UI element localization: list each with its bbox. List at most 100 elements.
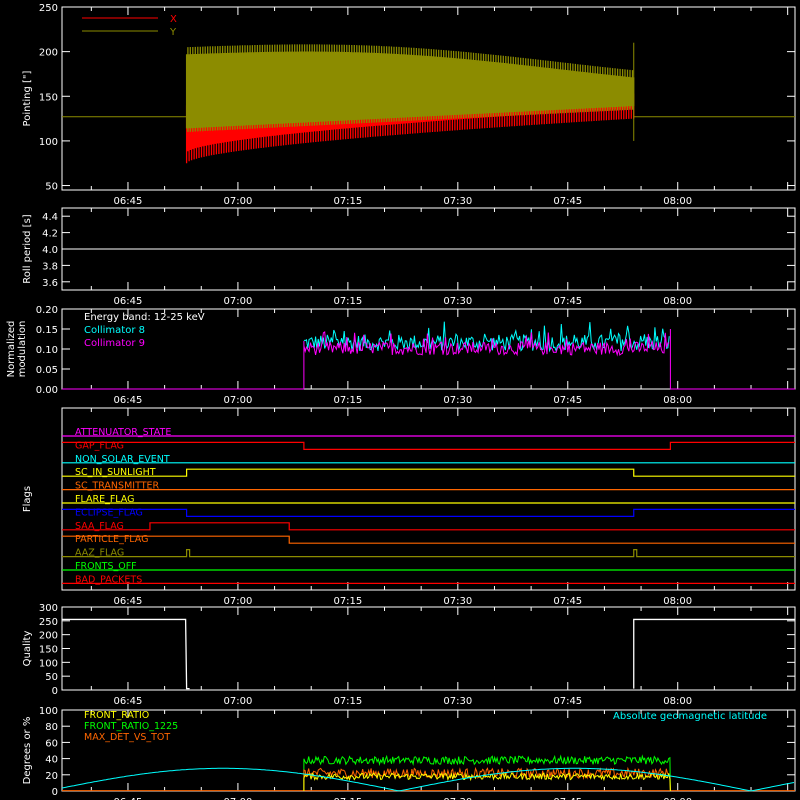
legend-label: Collimator 8 [84,325,145,336]
x-tick-label: 07:30 [443,196,472,207]
y-tick-label: 40 [45,755,58,766]
flag-label: GAP_FLAG [75,440,124,451]
y-tick-label: 0.15 [36,325,58,336]
x-tick-label: 07:45 [553,395,582,406]
y-tick-label: 0.05 [36,365,58,376]
y-axis-label: Degrees or % [22,717,33,785]
x-axis: 06:45 07:00 07:15 07:30 07:45 08:00 [90,607,789,707]
y-tick-label: 0.00 [36,385,58,396]
x-tick-label: 08:00 [663,395,692,406]
x-tick-label: 07:15 [333,395,362,406]
y-tick-label: 4.0 [42,245,58,256]
x-tick-label: 07:45 [553,797,582,800]
y-tick-label: 4.2 [42,229,58,240]
x-axis: 06:45 07:00 07:15 07:30 07:45 08:00 [90,7,789,207]
x-tick-label: 07:00 [224,596,253,607]
flag-label: SAA_FLAG [75,521,124,532]
y-tick-label: 100 [39,658,58,669]
y-axis: 50 100 150 200 250 [39,3,795,193]
flag-label: SC_IN_SUNLIGHT [75,467,156,478]
y-axis-label: Flags [22,486,33,512]
x-tick-label: 07:15 [333,196,362,207]
flag-label: BAD_PACKETS [75,574,142,585]
series-group: FRONT_RATIOFRONT_RATIO_1225MAX_DET_VS_TO… [61,710,795,792]
flag-label: SC_TRANSMITTER [75,481,160,492]
y-tick-label: 200 [39,48,58,59]
series-line-front-ratio [303,772,671,792]
flag-label: NON_SOLAR_EVENT [75,454,170,465]
x-tick-label: 07:15 [333,797,362,800]
flag-line [62,535,795,544]
x-tick-label: 07:30 [443,596,472,607]
y-tick-label: 60 [45,738,58,749]
series-line-max-det-vs-tot [303,766,671,792]
x-tick-label: 06:45 [114,596,143,607]
y-axis: 3.6 3.8 4.0 4.2 4.4 [42,212,795,289]
flag-line [62,468,795,477]
legend-label: Collimator 9 [84,338,145,349]
x-tick-label: 07:45 [553,696,582,707]
series-line-collimator-8 [303,321,670,353]
series-group: Energy band: 12-25 keV Collimator 8 Collim… [62,312,795,390]
x-tick-label: 06:45 [114,196,143,207]
flag-line [62,522,795,531]
x-tick-label: 08:00 [663,296,692,307]
x-tick-label: 07:30 [443,797,472,800]
energy-band-annotation: Energy band: 12-25 keV [84,312,205,323]
flag-label: PARTICLE_FLAG [75,534,148,545]
series-line-y [185,44,635,132]
legend-label: FRONT_RATIO_1225 [84,721,178,732]
x-tick-label: 08:00 [663,596,692,607]
flags-group: ATTENUATOR_STATE GAP_FLAG NON_SOLAR_EVENT S… [62,427,795,585]
y-tick-label: 300 [39,603,58,614]
y-tick-label: 20 [45,771,58,782]
x-tick-label: 07:30 [443,696,472,707]
x-tick-label: 08:00 [663,797,692,800]
y-tick-label: 200 [39,631,58,642]
y-tick-label: 4.4 [42,212,58,223]
y-tick-label: 80 [45,722,58,733]
x-tick-label: 08:00 [663,196,692,207]
y-axis-label: Roll period [s] [22,214,33,283]
y-tick-label: 3.6 [42,278,58,289]
x-tick-label: 06:45 [114,797,143,800]
x-tick-label: 07:00 [224,395,253,406]
legend-label: Absolute geomagnetic latitude [613,711,767,722]
legend-label: X [170,14,177,25]
x-tick-label: 07:00 [224,196,253,207]
y-tick-label: 250 [39,3,58,14]
y-axis: 0 50 100 150 200 250 300 [39,603,795,697]
flag-label: AAZ_FLAG [75,548,124,559]
series-line-geomagnetic-latitude [61,767,795,792]
flag-line [62,441,795,450]
legend-label: FRONT_RATIO [84,710,149,721]
y-axis-label: Quality [22,631,33,667]
y-axis-label: modulation [17,321,28,378]
plot-frame [61,6,796,191]
x-tick-label: 08:00 [663,696,692,707]
y-tick-label: 0 [52,686,58,697]
y-tick-label: 0.10 [36,345,58,356]
chart-panel-5: 06:45 07:00 07:15 07:30 07:45 08:00 0 50 100 150 2… [22,603,796,707]
x-axis: 06:45 07:00 07:15 07:30 07:45 08:00 [90,208,789,307]
flag-line [62,549,795,558]
chart-panel-1: 06:45 07:00 07:15 07:30 07:45 08:00 50 100 150 20… [22,3,796,207]
x-tick-label: 07:00 [224,797,253,800]
y-tick-label: 100 [39,137,58,148]
y-tick-label: 100 [39,706,58,717]
y-axis-label: Pointing ["] [22,70,33,126]
flag-label: FLARE_FLAG [75,494,135,505]
chart-panel-3: 06:45 07:00 07:15 07:30 07:45 08:000.000.050.… [6,305,796,406]
x-tick-label: 07:15 [333,296,362,307]
x-tick-label: 07:15 [333,696,362,707]
x-tick-label: 07:45 [553,196,582,207]
y-tick-label: 50 [45,672,58,683]
x-axis: 06:45 07:00 07:15 07:30 07:45 08:00 [90,309,789,406]
x-tick-label: 06:45 [114,395,143,406]
series-line-front-ratio-1225 [303,754,671,792]
legend-label: MAX_DET_VS_TOT [84,732,170,743]
y-axis: 0.00 0.05 0.10 0.15 0.20 [36,305,795,396]
series-line-quality [62,618,795,690]
y-tick-label: 0.20 [36,305,58,316]
